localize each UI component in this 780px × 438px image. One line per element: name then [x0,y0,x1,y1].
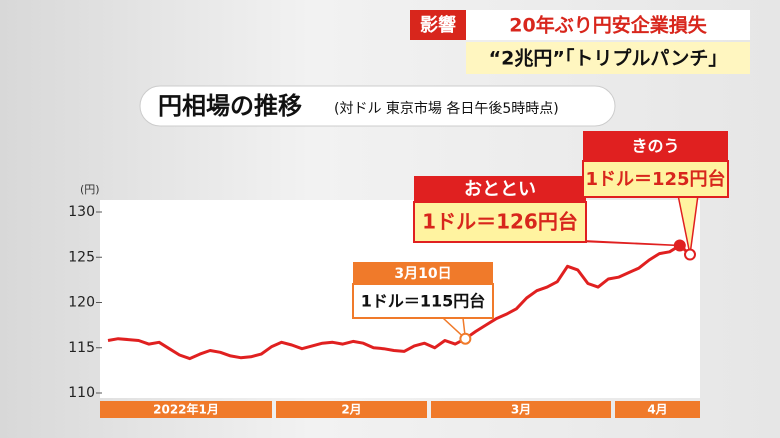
callout-head-text: おととい [464,179,536,200]
callout-head-text: 3月10日 [394,266,451,282]
y-axis-label: (円) [80,183,100,196]
tag: 影響 [420,14,456,36]
period-bar [276,401,427,418]
subline: “2兆円”「トリプルパンチ」 [489,47,728,70]
period-label: 2月 [341,403,361,417]
period-label: 4月 [647,403,667,417]
headline-box [466,10,750,40]
subline-box [466,42,750,74]
callout-head-text: きのう [631,137,679,156]
period-label: 2022年1月 [153,402,219,417]
callout-body-text: 1ドル＝115円台 [361,292,486,311]
chart-title: 円相場の推移 [158,92,302,120]
period-bar [100,401,272,418]
y-tick-label: 130 [68,204,95,220]
callout-body-text: 1ドル＝126円台 [422,210,578,234]
chart-subtitle: (対ドル 東京市場 各日午後5時時点) [334,100,559,117]
y-tick-label: 110 [68,385,95,401]
callout-head [414,176,586,202]
tag-box [410,10,466,40]
point-marker [684,248,696,261]
period-bar [615,401,700,418]
y-tick-label: 120 [68,295,95,311]
y-tick-label: 125 [68,249,95,265]
callout-body [413,201,587,243]
callout-head [353,262,493,284]
title-box [139,85,616,127]
callout-head [583,131,728,161]
headline: 20年ぶり円安企業損失 [509,14,707,37]
period-label: 3月 [511,403,531,417]
point-marker [673,239,686,252]
callout-body-text: 1ドル＝125円台 [585,168,725,190]
price-line [107,244,691,361]
point-marker [459,332,472,345]
y-tick-label: 115 [68,340,95,356]
period-bar [431,401,611,418]
